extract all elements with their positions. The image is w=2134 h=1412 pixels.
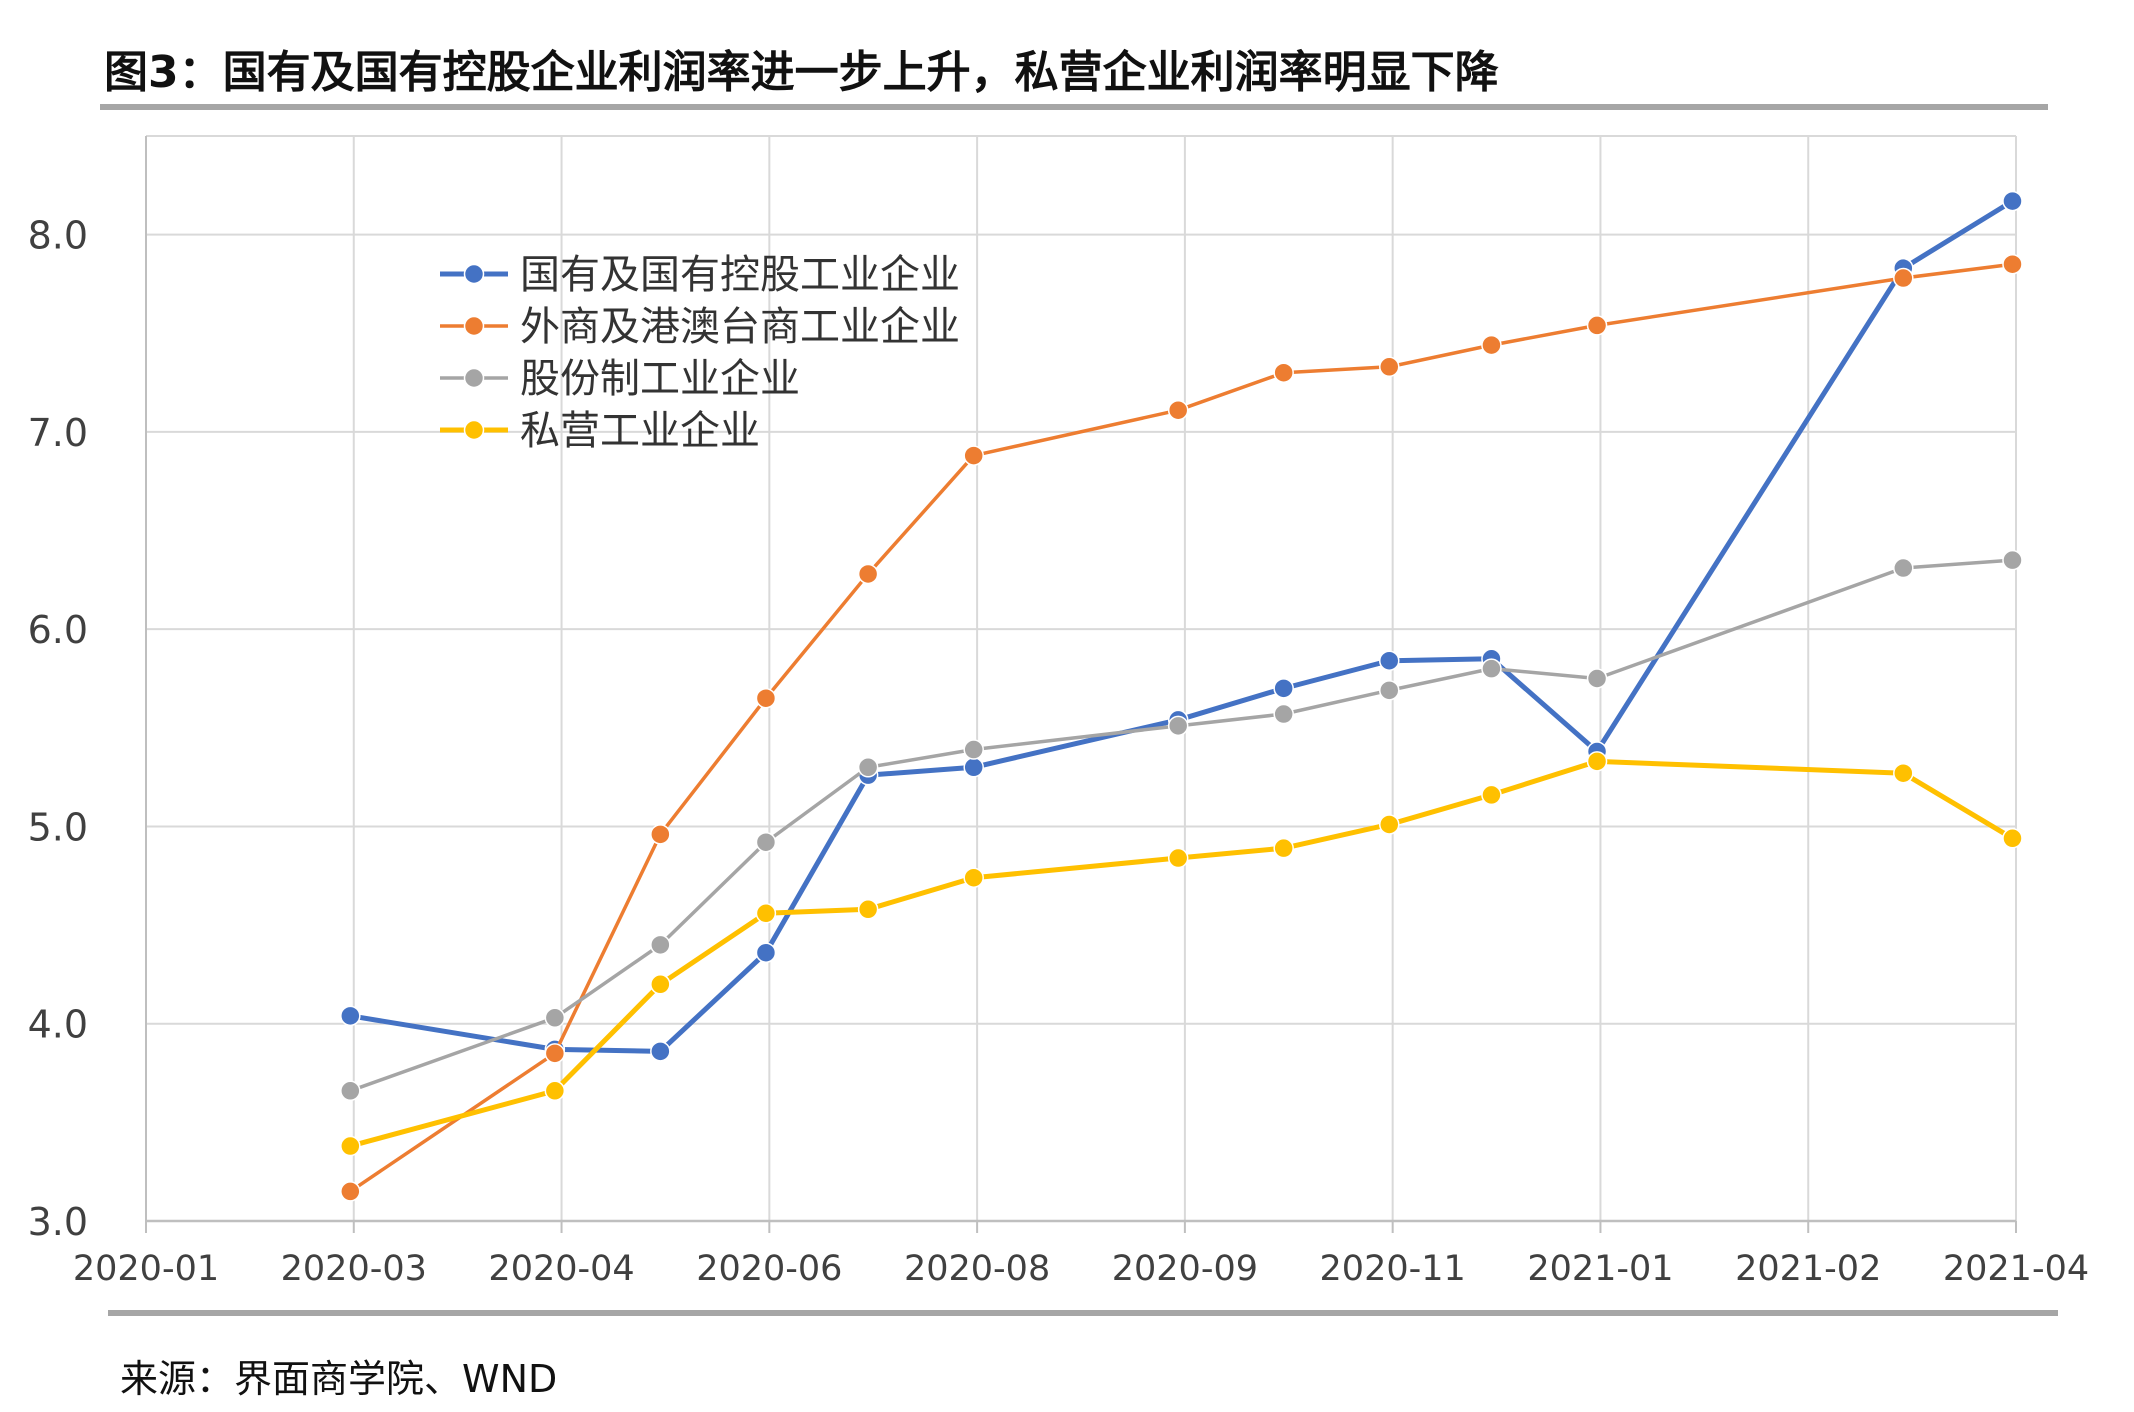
legend-swatch-marker: [463, 263, 485, 285]
data-point: [963, 867, 984, 888]
series-2: [340, 549, 2023, 1102]
data-point: [2002, 828, 2023, 849]
legend-swatch-marker: [463, 419, 485, 441]
legend-swatch-marker: [463, 315, 485, 337]
data-point: [755, 687, 777, 709]
data-point: [1893, 557, 1914, 579]
x-tick-label: 2021-04: [1943, 1249, 2089, 1289]
x-tick-label: 2021-02: [1735, 1249, 1881, 1289]
data-point: [1893, 267, 1914, 289]
x-tick-label: 2020-01: [73, 1249, 219, 1289]
data-point: [1481, 334, 1502, 356]
x-tick-label: 2020-03: [281, 1249, 427, 1289]
data-point: [650, 934, 671, 956]
legend-item: 私营工业企业: [440, 408, 760, 454]
data-point: [1167, 399, 1189, 421]
data-point: [2002, 190, 2023, 212]
legend-label: 国有及国有控股工业企业: [520, 252, 960, 298]
data-point: [1167, 847, 1189, 869]
y-tick-label: 5.0: [28, 805, 88, 849]
data-point: [755, 942, 777, 963]
data-point: [857, 563, 879, 585]
x-tick-label: 2020-11: [1320, 1249, 1466, 1289]
data-point: [340, 1005, 361, 1027]
data-point: [1586, 315, 1608, 336]
data-point: [340, 1135, 361, 1157]
series-3: [340, 751, 2023, 1157]
data-point: [755, 831, 777, 853]
grid: [146, 135, 2017, 1221]
y-tick-label: 7.0: [28, 411, 88, 455]
data-point: [1586, 668, 1608, 689]
y-tick-label: 6.0: [28, 608, 88, 652]
legend-item: 国有及国有控股工业企业: [440, 252, 960, 298]
legend-item: 外商及港澳台商工业企业: [440, 304, 960, 350]
data-point: [1379, 814, 1400, 835]
data-point: [755, 903, 777, 924]
data-point: [1379, 680, 1400, 701]
data-point: [2002, 549, 2023, 571]
x-tick-label: 2020-06: [696, 1249, 842, 1289]
data-point: [1379, 650, 1400, 671]
data-point: [650, 824, 671, 845]
data-point: [340, 1181, 361, 1202]
data-point: [1379, 356, 1400, 378]
y-tick-label: 3.0: [28, 1200, 88, 1244]
legend-swatch-marker: [463, 367, 485, 389]
legend-label: 私营工业企业: [520, 408, 760, 454]
data-point: [544, 1080, 566, 1102]
data-point: [340, 1080, 361, 1102]
data-point: [1273, 837, 1294, 859]
series-line: [347, 758, 2015, 1149]
footer-divider: [108, 1310, 2058, 1316]
data-point: [1273, 678, 1294, 699]
data-point: [650, 1041, 671, 1062]
data-point: [1893, 762, 1914, 784]
series-group: [340, 190, 2023, 1202]
x-tick-label: 2020-08: [904, 1249, 1050, 1289]
data-point: [963, 445, 984, 466]
source-note: 来源：界面商学院、WND: [120, 1357, 558, 1401]
data-point: [2002, 253, 2023, 275]
data-point: [857, 757, 879, 778]
data-point: [650, 974, 671, 995]
legend-label: 外商及港澳台商工业企业: [520, 304, 960, 350]
legend-label: 股份制工业企业: [520, 356, 800, 402]
series-1: [340, 253, 2023, 1202]
data-point: [1273, 362, 1294, 383]
data-point: [1481, 784, 1502, 806]
x-tick-label: 2020-04: [488, 1249, 634, 1289]
y-tick-label: 8.0: [28, 214, 88, 258]
chart-title: 图3：国有及国有控股企业利润率进一步上升，私营企业利润率明显下降: [104, 47, 1499, 98]
data-point: [544, 1043, 566, 1064]
x-tick-label: 2020-09: [1112, 1249, 1258, 1289]
data-point: [963, 739, 984, 760]
data-point: [1273, 703, 1294, 725]
axes: 2020-01 2020-03 2020-04 2020-06 2020-08 2020-…: [28, 136, 2089, 1289]
data-point: [1167, 715, 1189, 737]
x-tick-label: 2021-01: [1527, 1249, 1673, 1289]
data-point: [544, 1007, 566, 1029]
y-tick-label: 4.0: [28, 1003, 88, 1047]
data-point: [963, 757, 984, 778]
data-point: [1586, 751, 1608, 772]
data-point: [857, 899, 879, 920]
title-divider: [100, 104, 2048, 110]
data-point: [1481, 658, 1502, 679]
legend-item: 股份制工业企业: [440, 356, 800, 402]
